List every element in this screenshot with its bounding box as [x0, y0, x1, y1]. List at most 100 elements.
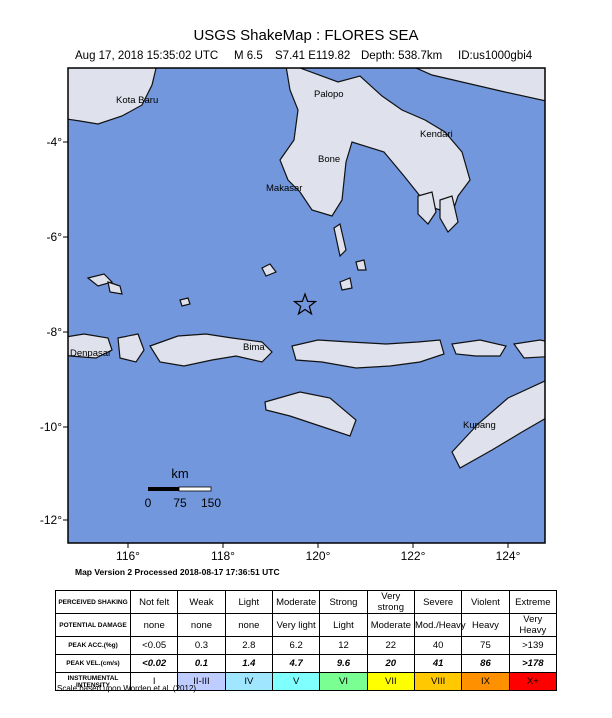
landmass [451, 339, 507, 357]
legend-row: INSTRUMENTAL INTENSITY I II-III IV V VI VII VII… [55, 672, 558, 691]
scale-label: 0 [145, 496, 152, 510]
version-line: Map Version 2 Processed 2018-08-17 17:36… [75, 567, 280, 577]
legend-cell: II-III [177, 672, 226, 691]
place-label: Kupang [463, 420, 496, 431]
landmass [512, 339, 545, 359]
landmass [417, 191, 437, 225]
legend-row-header: POTENTIAL DAMAGE [55, 613, 131, 637]
legend-cell: 12 [319, 636, 368, 655]
landmass [264, 391, 357, 437]
legend-cell: Strong [319, 590, 368, 614]
landmass [149, 333, 273, 367]
land-layer [68, 68, 545, 469]
map-figure: USGS ShakeMap : FLORES SEA Aug 17, 2018 1… [40, 27, 546, 577]
lon-tick-label: 116° [116, 549, 140, 563]
lon-tick-label: 120° [306, 549, 331, 563]
legend-cell: none [129, 613, 179, 637]
legend-cell: 40 [413, 636, 463, 655]
event-info: M 6.5 [234, 50, 263, 62]
legend-cell: Light [319, 613, 368, 637]
legend-row-header: PEAK ACC.(%g) [55, 636, 131, 655]
legend-cell: Mod./Heavy [413, 613, 466, 637]
landmass [68, 333, 113, 359]
legend-cell: none [177, 613, 226, 637]
landmass [355, 259, 367, 271]
intensity-legend: PERCEIVED SHAKING Not felt Weak Light Modera… [55, 590, 558, 691]
scale-bar-b [178, 486, 212, 492]
legend-cell: Severe [413, 590, 463, 614]
event-info: Depth: 538.7km [361, 50, 442, 62]
landmass [117, 333, 145, 363]
lat-tick-label: -4° [47, 135, 63, 149]
epicenter [292, 292, 318, 316]
legend-cell: >139 [508, 636, 558, 655]
legend-cell: 1.4 [224, 654, 273, 673]
landmass [179, 297, 191, 307]
event-info: S7.41 E119.82 [275, 50, 350, 62]
legend-cell: <0.02 [129, 654, 179, 673]
place-label: Kendari [420, 129, 453, 140]
legend-cell: V [271, 672, 321, 691]
legend-cell: Moderate [271, 590, 321, 614]
legend-cell: 20 [366, 654, 415, 673]
legend-cell: Violent [461, 590, 510, 614]
scale-label: 150 [201, 496, 221, 510]
legend-row: PERCEIVED SHAKING Not felt Weak Light Modera… [55, 590, 558, 614]
place-label: Bone [318, 154, 340, 165]
legend-cell: VI [319, 672, 368, 691]
legend-cell: 22 [366, 636, 415, 655]
landmass [261, 263, 277, 277]
lat-tick-label: -8° [47, 325, 63, 339]
legend-cell: Very Heavy [508, 613, 558, 637]
scale-unit: km [171, 466, 188, 481]
legend-cell: >178 [508, 654, 558, 673]
event-info: ID:us1000gbi4 [458, 50, 533, 62]
legend-row-header: INSTRUMENTAL INTENSITY [55, 672, 131, 691]
landmass [414, 68, 545, 102]
legend-cell: 2.8 [224, 636, 273, 655]
legend-cell: 9.6 [319, 654, 368, 673]
legend-cell: Very light [271, 613, 321, 637]
landmass [291, 339, 445, 369]
legend-cell: Weak [177, 590, 226, 614]
place-label: Kota Baru [116, 95, 158, 106]
legend-row-header: PEAK VEL.(cm/s) [55, 654, 131, 673]
legend-cell: 6.2 [271, 636, 321, 655]
legend-cell: 0.3 [177, 636, 226, 655]
landmass [333, 223, 347, 258]
legend-cell: 75 [461, 636, 510, 655]
legend-cell: VIII [413, 672, 463, 691]
legend-cell: Moderate [366, 613, 415, 637]
legend-cell: 4.7 [271, 654, 321, 673]
lon-tick-label: 124° [496, 549, 521, 563]
legend-cell: X+ [508, 672, 558, 691]
legend-row: PEAK ACC.(%g) <0.05 0.3 2.8 6.2 12 22 40 75 >139 [55, 636, 558, 655]
landmass [86, 273, 114, 287]
legend-cell: Very strong [366, 590, 415, 614]
legend-row-header: PERCEIVED SHAKING [55, 590, 131, 614]
place-label: Denpasar [70, 348, 111, 359]
legend-cell: <0.05 [129, 636, 179, 655]
legend-cell: I [129, 672, 179, 691]
lat-tick-label: -12° [40, 513, 62, 527]
landmass [279, 68, 471, 217]
legend-cell: none [224, 613, 273, 637]
place-label: Bima [243, 342, 265, 353]
footnote: Scale based upon Worden et al. (2012) [57, 684, 197, 693]
legend-cell: 0.1 [177, 654, 226, 673]
legend-row: PEAK VEL.(cm/s) <0.02 0.1 1.4 4.7 9.6 20 41 86 >1… [55, 654, 558, 673]
legend-cell: IV [224, 672, 273, 691]
place-label: Palopo [314, 89, 344, 100]
legend-cell: 41 [413, 654, 463, 673]
legend-cell: 86 [461, 654, 510, 673]
legend-cell: VII [366, 672, 415, 691]
map-frame [67, 67, 546, 544]
legend-cell: Heavy [461, 613, 510, 637]
lat-tick-label: -6° [47, 230, 63, 244]
legend-cell: Light [224, 590, 273, 614]
lon-tick-label: 118° [211, 549, 235, 563]
lon-tick-label: 122° [401, 549, 426, 563]
legend-cell: Not felt [129, 590, 179, 614]
legend-cell: IX [461, 672, 510, 691]
